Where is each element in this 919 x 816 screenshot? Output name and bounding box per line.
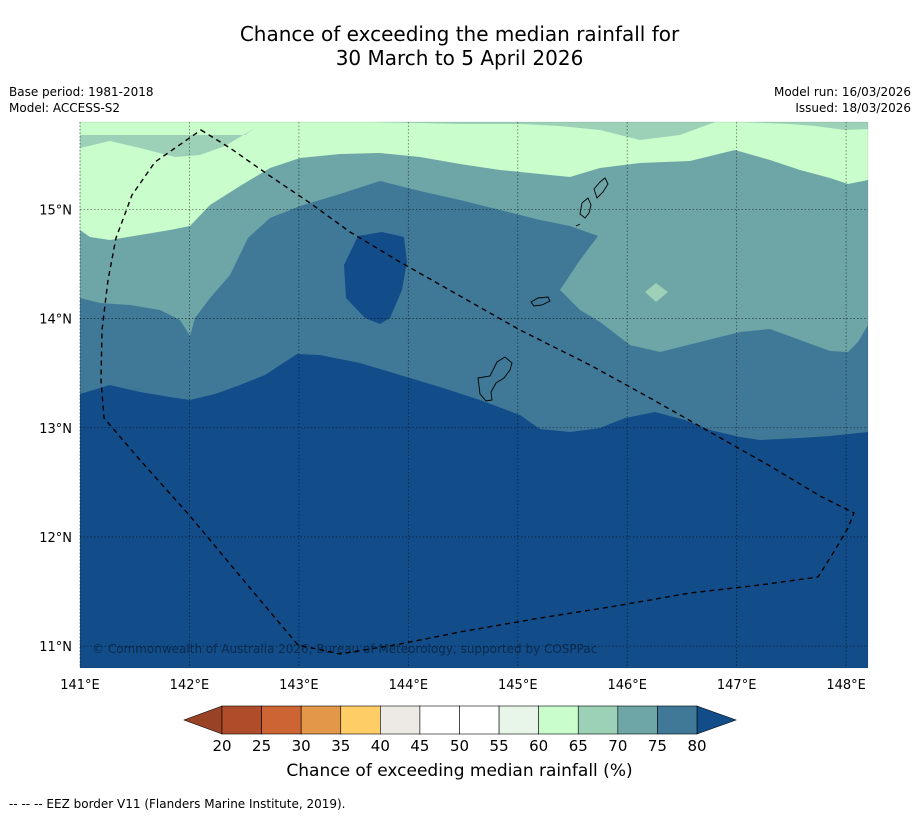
colorbar: 20 25 30 35 40 45 50 55 60 65 70 75 80 — [183, 705, 737, 755]
colorbar-tick-label: 50 — [450, 737, 469, 755]
base-period-text: Base period: 1981-2018 — [9, 85, 154, 99]
colorbar-bin — [380, 705, 421, 735]
model-run-text: Model run: 16/03/2026 — [773, 85, 911, 99]
zone-80-plus-main — [80, 354, 868, 668]
map-title: Chance of exceeding the median rainfall … — [0, 22, 919, 70]
longitude-tick-label: 147°E — [717, 678, 757, 693]
meta-right: Model run: 16/03/2026 Issued: 18/03/2026 — [774, 84, 911, 116]
guam-island — [477, 356, 513, 402]
latitude-tick-label: 14°N — [39, 313, 72, 328]
colorbar-tick-label: 45 — [410, 737, 429, 755]
issued-text: Issued: 18/03/2026 — [795, 101, 911, 115]
colorbar-tick-label: 65 — [569, 737, 588, 755]
colorbar-bin — [340, 705, 381, 735]
colorbar-tick-label: 55 — [490, 737, 509, 755]
colorbar-tick-label: 75 — [648, 737, 667, 755]
colorbar-bin — [498, 705, 539, 735]
colorbar-under-arrow — [183, 705, 223, 735]
copyright-text: © Commonwealth of Australia 2026, Bureau… — [92, 642, 597, 656]
tinian-island — [579, 197, 592, 219]
longitude-tick-label: 148°E — [826, 678, 866, 693]
longitude-tick-label: 142°E — [170, 678, 210, 693]
colorbar-bin — [538, 705, 579, 735]
meta-left: Base period: 1981-2018 Model: ACCESS-S2 — [9, 84, 154, 116]
latitude-tick-label: 12°N — [39, 531, 72, 546]
model-text: Model: ACCESS-S2 — [9, 101, 121, 115]
saipan-island — [593, 177, 609, 199]
islands — [477, 177, 609, 402]
eez-footnote: -- -- -- EEZ border V11 (Flanders Marine… — [9, 797, 346, 811]
colorbar-bin — [617, 705, 658, 735]
latitude-labels: 15°N 14°N 13°N 12°N 11°N — [39, 203, 72, 655]
latitude-tick-label: 11°N — [39, 640, 72, 655]
colorbar-tick-label: 80 — [687, 737, 706, 755]
colorbar-tick-labels: 20 25 30 35 40 45 50 55 60 65 70 75 80 — [212, 737, 706, 755]
longitude-tick-label: 145°E — [498, 678, 538, 693]
longitude-tick-label: 144°E — [389, 678, 429, 693]
colorbar-bin — [657, 705, 698, 735]
colorbar-over-arrow — [696, 705, 737, 735]
longitude-tick-label: 143°E — [279, 678, 319, 693]
latitude-tick-label: 15°N — [39, 203, 72, 218]
colorbar-bins — [221, 705, 698, 735]
probability-fields — [80, 122, 868, 668]
colorbar-bin — [221, 705, 262, 735]
zone-80-plus-patch — [344, 232, 407, 324]
zone-65-70-patch — [645, 283, 668, 302]
aguijan-islet — [575, 223, 581, 227]
graticule — [79, 122, 868, 668]
eez-border — [100, 129, 855, 655]
longitude-labels: 141°E 142°E 143°E 144°E 145°E 146°E 147°E 148°E — [60, 678, 866, 693]
plot-frame — [79, 121, 869, 669]
colorbar-tick-label: 35 — [331, 737, 350, 755]
colorbar-bin — [300, 705, 342, 735]
colorbar-bin — [459, 705, 500, 735]
title-line-2: 30 March to 5 April 2026 — [335, 46, 584, 70]
title-line-1: Chance of exceeding the median rainfall … — [239, 22, 680, 46]
colorbar-bin — [577, 705, 619, 735]
latitude-tick-label: 13°N — [39, 422, 72, 437]
colorbar-tick-label: 70 — [608, 737, 627, 755]
rota-island — [530, 296, 551, 307]
colorbar-tick-label: 25 — [252, 737, 271, 755]
colorbar-tick-label: 60 — [529, 737, 548, 755]
colorbar-bin — [419, 705, 460, 735]
zone-65-70 — [80, 122, 868, 157]
colorbar-bin — [261, 705, 302, 735]
colorbar-tick-label: 20 — [212, 737, 231, 755]
colorbar-tick-label: 30 — [292, 737, 311, 755]
longitude-tick-label: 146°E — [607, 678, 647, 693]
colorbar-tick-label: 40 — [371, 737, 390, 755]
rainfall-map: © Commonwealth of Australia 2026, Bureau… — [39, 121, 869, 755]
colorbar-label: Chance of exceeding median rainfall (%) — [286, 761, 633, 781]
longitude-tick-label: 141°E — [60, 678, 100, 693]
